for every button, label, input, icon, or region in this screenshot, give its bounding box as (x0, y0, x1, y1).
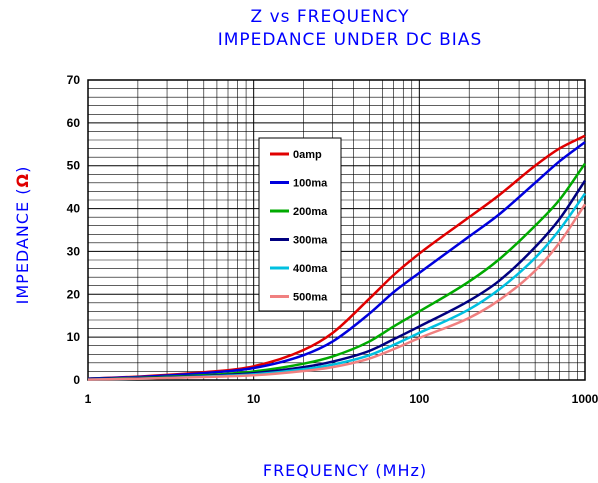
legend: 0amp 100ma 200ma 300ma 400ma 500ma (258, 137, 342, 312)
y-tick-labels: 0 10 20 30 40 50 60 70 (67, 73, 81, 387)
legend-label-300ma: 300ma (293, 235, 328, 247)
legend-label-0amp: 0amp (293, 149, 322, 161)
ohm-symbol: Ω (13, 173, 32, 188)
y-axis-label-close: ) (13, 166, 32, 173)
x-tick-label: 10 (247, 392, 261, 406)
y-tick-label: 30 (67, 244, 81, 258)
x-tick-label: 100 (409, 392, 429, 406)
y-tick-label: 60 (67, 116, 81, 130)
series-line-500ma (87, 203, 587, 381)
series-line-100ma (87, 141, 586, 380)
y-tick-label: 70 (67, 73, 81, 87)
legend-label-100ma: 100ma (293, 178, 328, 190)
y-axis-label: IMPEDANCE (Ω) (13, 166, 32, 305)
x-axis-label: FREQUENCY (MHz) (263, 461, 427, 480)
y-axis-label-text: IMPEDANCE ( (13, 188, 32, 305)
x-tick-label: 1000 (572, 392, 598, 406)
chart-subtitle: IMPEDANCE UNDER DC BIAS (218, 30, 483, 50)
y-tick-label: 0 (73, 373, 80, 387)
y-tick-label: 40 (67, 202, 81, 216)
y-tick-label: 50 (67, 159, 81, 173)
series-lines (87, 134, 587, 381)
y-tick-label: 20 (67, 287, 81, 301)
legend-label-200ma: 200ma (293, 206, 328, 218)
legend-label-500ma: 500ma (293, 292, 328, 304)
y-tick-label: 10 (67, 330, 81, 344)
plot-area (87, 79, 586, 381)
chart-title: Z vs FREQUENCY (251, 7, 410, 27)
legend-label-400ma: 400ma (293, 263, 328, 275)
x-tick-labels: 1 10 100 1000 (85, 392, 598, 406)
legend-box (258, 137, 342, 312)
x-tick-label: 1 (85, 392, 92, 406)
